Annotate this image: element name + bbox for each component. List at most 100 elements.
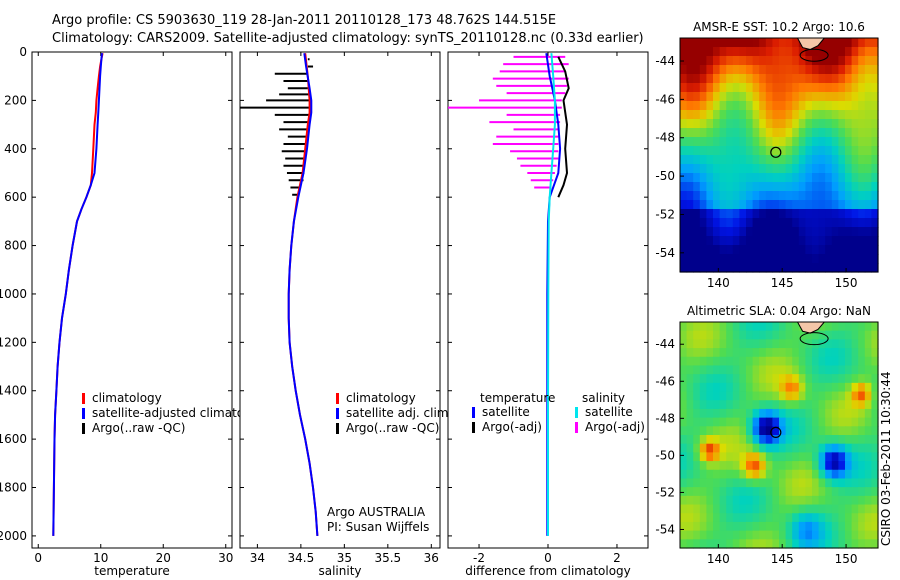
- heatmap-cell: [792, 254, 800, 264]
- heatmap-cell: [779, 504, 787, 514]
- heatmap-cell: [686, 263, 694, 273]
- heatmap-cell: [779, 400, 787, 410]
- heatmap-cell: [772, 47, 780, 57]
- heatmap-cell: [746, 146, 754, 156]
- coastline-contour: [799, 332, 829, 346]
- heatmap-cell: [779, 65, 787, 75]
- heatmap-cell: [680, 191, 688, 201]
- heatmap-cell: [719, 495, 727, 506]
- heatmap-cell: [693, 110, 701, 120]
- heatmap-cell: [719, 330, 727, 340]
- heatmap-cell: [765, 38, 773, 48]
- heatmap-cell: [772, 236, 780, 246]
- heatmap-cell: [713, 146, 721, 156]
- heatmap-cell: [706, 164, 714, 174]
- heatmap-cell: [871, 245, 879, 255]
- heatmap-cell: [871, 209, 879, 219]
- heatmap-cell: [765, 74, 773, 84]
- heatmap-cell: [713, 530, 721, 540]
- heatmap-cell: [845, 391, 853, 401]
- heatmap-cell: [838, 218, 846, 228]
- heatmap-cell: [706, 110, 714, 120]
- heatmap-cell: [759, 348, 767, 358]
- heatmap-cell: [851, 469, 859, 480]
- plot-area: [31, 51, 233, 549]
- heatmap-cell: [798, 339, 806, 349]
- heatmap-cell: [864, 435, 872, 445]
- heatmap-cell: [752, 426, 760, 436]
- heatmap-cell: [779, 146, 787, 156]
- heatmap-cell: [746, 101, 754, 111]
- heatmap-cell: [871, 504, 879, 514]
- y-tick-label: 0: [19, 45, 27, 59]
- heatmap-cell: [759, 356, 767, 367]
- heatmap-cell: [746, 391, 754, 401]
- heatmap-cell: [845, 119, 853, 129]
- heatmap-cell: [759, 137, 767, 147]
- heatmap-cell: [693, 182, 701, 192]
- heatmap-cell: [765, 155, 773, 165]
- heatmap-cell: [772, 356, 780, 367]
- heatmap-cell: [858, 263, 866, 273]
- heatmap-cell: [759, 322, 767, 332]
- heatmap-cell: [779, 452, 787, 462]
- heatmap-cell: [680, 469, 688, 480]
- heatmap-cell: [732, 263, 740, 273]
- heatmap-cell: [812, 83, 820, 93]
- heatmap-cell: [785, 417, 793, 427]
- x-tick-label: 145: [771, 276, 794, 290]
- heatmap-cell: [732, 339, 740, 349]
- heatmap-cell: [831, 487, 839, 497]
- heatmap-cell: [779, 119, 787, 129]
- heatmap-cell: [851, 391, 859, 401]
- heatmap-cell: [785, 209, 793, 219]
- heatmap-cell: [779, 110, 787, 120]
- heatmap-cell: [871, 382, 879, 393]
- legend-label: Argo(..raw -QC): [346, 421, 439, 435]
- heatmap-cell: [858, 461, 866, 471]
- heatmap-cell: [851, 128, 859, 138]
- heatmap-cell: [858, 487, 866, 497]
- heatmap-cell: [699, 137, 707, 147]
- heatmap-cell: [871, 101, 879, 111]
- heatmap-cell: [686, 435, 694, 445]
- heatmap-cell: [871, 461, 879, 471]
- heatmap-cell: [680, 227, 688, 237]
- heatmap-cell: [785, 65, 793, 75]
- heatmap-cell: [805, 182, 813, 192]
- heatmap-cell: [765, 191, 773, 201]
- heatmap-cell: [706, 254, 714, 264]
- heatmap-cell: [772, 330, 780, 340]
- heatmap-cell: [871, 155, 879, 165]
- heatmap-cell: [680, 487, 688, 497]
- heatmap-cell: [680, 218, 688, 228]
- heatmap-cell: [699, 348, 707, 358]
- heatmap-cell: [792, 426, 800, 436]
- heatmap-cell: [680, 391, 688, 401]
- y-tick-label: -50: [655, 448, 675, 462]
- heatmap-cell: [825, 469, 833, 480]
- heatmap-cell: [838, 417, 846, 427]
- heatmap-cell: [858, 137, 866, 147]
- heatmap-cell: [732, 182, 740, 192]
- heatmap-cell: [680, 155, 688, 165]
- heatmap-cell: [699, 374, 707, 384]
- heatmap-cell: [871, 330, 879, 340]
- heatmap-cell: [693, 47, 701, 57]
- heatmap-cell: [812, 209, 820, 219]
- argo-position-marker: [770, 146, 782, 158]
- heatmap-cell: [798, 200, 806, 210]
- heatmap-cell: [845, 443, 853, 453]
- heatmap-cell: [726, 443, 734, 453]
- heatmap-cell: [871, 374, 879, 384]
- heatmap-cell: [871, 182, 879, 192]
- heatmap-cell: [825, 365, 833, 375]
- heatmap-cell: [785, 137, 793, 147]
- heatmap-cell: [686, 322, 694, 332]
- heatmap-cell: [798, 191, 806, 201]
- heatmap-cell: [785, 173, 793, 183]
- heatmap-cell: [719, 400, 727, 410]
- heatmap-cell: [726, 164, 734, 174]
- heatmap-cell: [838, 495, 846, 506]
- heatmap-cell: [779, 74, 787, 84]
